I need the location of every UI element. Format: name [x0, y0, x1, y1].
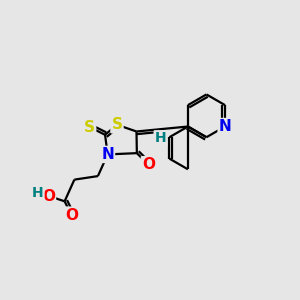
Text: O: O	[142, 157, 155, 172]
Text: N: N	[219, 119, 231, 134]
Text: H: H	[32, 186, 44, 200]
Text: O: O	[65, 208, 78, 223]
Text: S: S	[84, 120, 95, 135]
Text: H: H	[154, 131, 166, 145]
Text: O: O	[42, 189, 55, 204]
Text: S: S	[112, 117, 122, 132]
Text: N: N	[101, 147, 114, 162]
